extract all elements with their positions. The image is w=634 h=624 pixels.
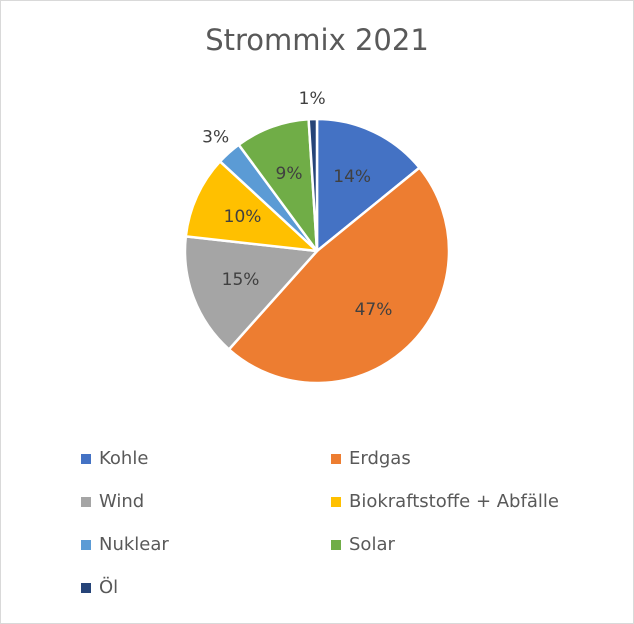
data-label-solar: 9%: [276, 164, 303, 184]
pie-slice-erdgas: [227, 166, 451, 385]
data-label-biokraftstoffe-abfaelle: 10%: [224, 207, 262, 227]
pie-slice-biokraftstoffe-abfaelle: [184, 160, 319, 253]
pie-slice-kohle: [315, 117, 421, 253]
data-label-erdgas: 47%: [355, 300, 393, 320]
data-label-wind: 15%: [222, 270, 260, 290]
data-label-oel: 1%: [299, 89, 326, 109]
pie-slice-wind: [183, 235, 319, 351]
data-label-nuklear: 3%: [202, 128, 229, 148]
data-label-kohle: 14%: [333, 167, 371, 187]
chart-title: Strommix 2021: [205, 23, 429, 57]
pie-slice-oel: [307, 117, 319, 253]
